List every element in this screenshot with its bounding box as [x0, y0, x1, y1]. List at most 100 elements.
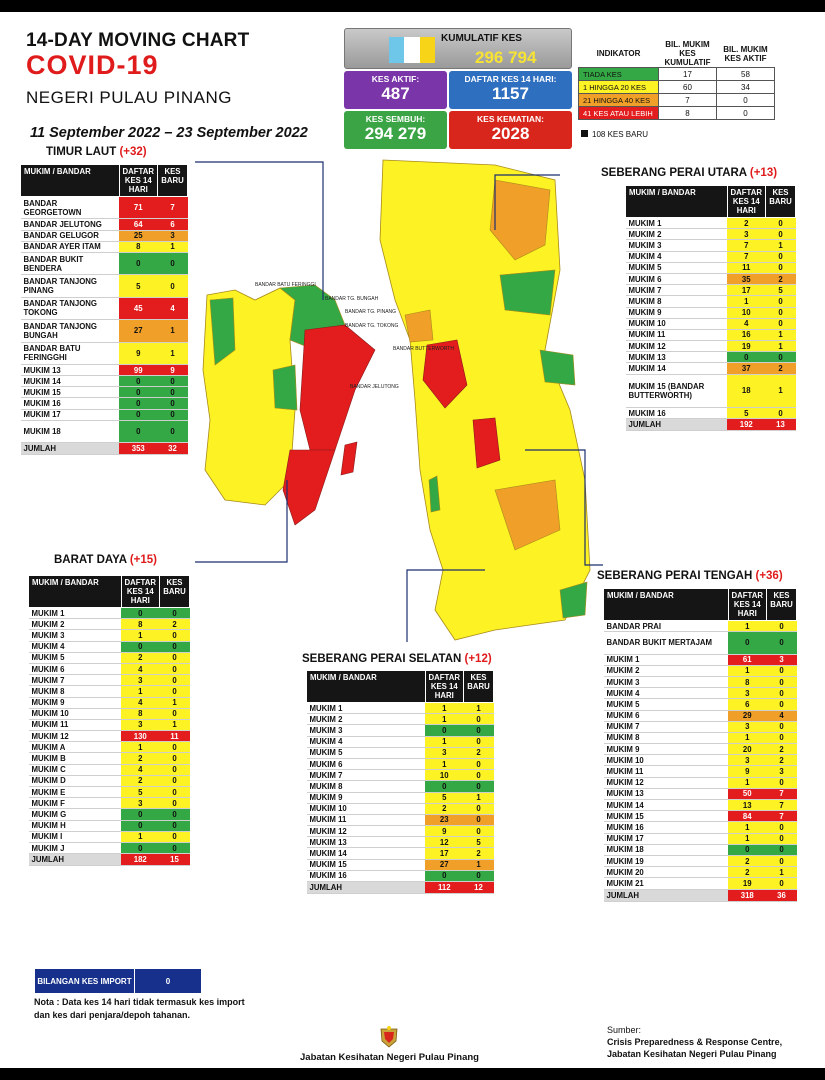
row-daftar: 0	[425, 780, 464, 793]
row-daftar: 8	[119, 241, 158, 253]
row-baru: 4	[766, 710, 797, 722]
row-daftar: 130	[121, 730, 160, 743]
kumulatif-value: 296 794	[475, 48, 537, 67]
table-row: MUKIM 15 (BANDAR BUTTERWORTH) 18 1	[625, 374, 796, 409]
row-daftar: 0	[425, 870, 464, 883]
title-state: NEGERI PULAU PINANG	[26, 88, 232, 107]
row-baru: 0	[766, 698, 797, 711]
table-header-row: MUKIM / BANDAR DAFTAR KES 14 HARI KES BARU	[603, 588, 797, 621]
row-daftar: 6	[728, 698, 767, 711]
indicator-row: 21 HINGGA 40 KES 7 0	[578, 93, 775, 107]
island-georgetown-red	[299, 324, 376, 451]
row-daftar: 0	[119, 409, 158, 421]
row-daftar: 35	[727, 273, 766, 286]
total-daftar: 182	[121, 853, 160, 867]
row-name: BANDAR BATU FERINGGHI	[20, 342, 120, 365]
row-baru: 2	[766, 743, 797, 756]
row-daftar: 0	[727, 351, 766, 364]
row-name: MUKIM 9	[625, 307, 728, 319]
row-daftar: 1	[425, 702, 464, 715]
row-name: MUKIM G	[28, 808, 122, 821]
indicator-kumulatif: 17	[658, 67, 717, 81]
table-barat-daya: MUKIM / BANDAR DAFTAR KES 14 HARI KES BARU…	[28, 575, 190, 867]
row-daftar: 3	[121, 674, 160, 687]
row-daftar: 10	[727, 307, 766, 319]
row-daftar: 1	[121, 629, 160, 642]
row-name: MUKIM B	[28, 752, 122, 765]
row-name: MUKIM 13	[625, 351, 728, 364]
table-row: MUKIM 11 3 1	[28, 719, 190, 732]
row-name: MUKIM 8	[603, 732, 729, 745]
row-name: MUKIM 2	[603, 665, 729, 677]
row-daftar: 4	[727, 318, 766, 330]
row-baru: 1	[765, 374, 796, 409]
indicator-kumulatif: 60	[658, 80, 717, 94]
row-baru: 0	[159, 641, 190, 653]
total-daftar: 353	[119, 442, 158, 456]
row-daftar: 0	[121, 607, 160, 620]
row-name: MUKIM 15	[306, 859, 426, 871]
row-name: MUKIM 16	[306, 870, 426, 883]
row-name: MUKIM I	[28, 831, 122, 843]
row-name: MUKIM F	[28, 797, 122, 810]
table-row: MUKIM 14 0 0	[20, 375, 188, 388]
kes-sembuh-box: KES SEMBUH: 294 279	[344, 111, 447, 149]
row-name: MUKIM 16	[20, 397, 120, 410]
row-name: MUKIM 2	[28, 618, 122, 631]
row-baru: 0	[463, 713, 494, 726]
row-baru: 0	[159, 786, 190, 799]
row-baru: 0	[157, 397, 188, 410]
row-baru: 0	[157, 252, 188, 276]
row-daftar: 5	[119, 274, 158, 298]
row-baru: 2	[765, 362, 796, 375]
source-line-2: Jabatan Kesihatan Negeri Pulau Pinang	[607, 1049, 777, 1059]
row-baru: 1	[765, 239, 796, 252]
row-name: MUKIM 9	[28, 697, 122, 709]
col-header-mukim: MUKIM / BANDAR	[20, 164, 120, 197]
row-name: BANDAR TANJONG PINANG	[20, 274, 120, 298]
indicator-label: 1 HINGGA 20 KES	[578, 80, 659, 94]
row-baru: 0	[159, 820, 190, 832]
total-row: JUMLAH 112 12	[306, 881, 494, 894]
mainland-orange-3	[404, 309, 434, 343]
row-daftar: 99	[119, 364, 158, 377]
source-block: Sumber: Crisis Preparedness & Response C…	[607, 1024, 782, 1060]
row-daftar: 0	[119, 386, 158, 399]
table-row: MUKIM 14 17 2	[306, 847, 494, 860]
table-row: BANDAR AYER ITAM 8 1	[20, 241, 188, 253]
row-name: MUKIM 8	[625, 295, 728, 308]
row-name: MUKIM 11	[28, 719, 122, 732]
row-name: MUKIM 5	[603, 698, 729, 711]
row-name: BANDAR TANJONG TOKONG	[20, 297, 120, 321]
col-header-mukim: MUKIM / BANDAR	[28, 575, 122, 608]
row-name: MUKIM 17	[603, 833, 729, 845]
row-baru: 0	[766, 631, 797, 655]
total-daftar: 192	[727, 418, 766, 432]
row-baru: 3	[766, 765, 797, 778]
row-daftar: 1	[425, 758, 464, 771]
col-header-baru: KES BARU	[159, 575, 190, 608]
row-daftar: 2	[728, 866, 767, 879]
row-baru: 0	[766, 821, 797, 834]
row-name: MUKIM 11	[306, 814, 426, 827]
row-name: MUKIM C	[28, 764, 122, 776]
row-daftar: 9	[119, 342, 158, 365]
island-jerejak	[340, 441, 358, 476]
table-row: MUKIM 16 1 0	[603, 821, 797, 834]
total-label: JUMLAH	[306, 881, 426, 894]
section-title-spu: SEBERANG PERAI UTARA (+13)	[601, 167, 778, 179]
row-name: MUKIM E	[28, 786, 122, 799]
table-row: BANDAR BUKIT MERTAJAM 0 0	[603, 631, 797, 655]
connector-line	[494, 174, 560, 230]
row-daftar: 8	[728, 676, 767, 689]
indicator-aktif: 0	[716, 106, 775, 120]
daftar-kes-label: DAFTAR KES 14 HARI:	[464, 74, 557, 84]
row-baru: 7	[766, 810, 797, 823]
row-daftar: 0	[121, 641, 160, 653]
map-label: BANDAR TG. BUNGAH	[325, 296, 379, 302]
